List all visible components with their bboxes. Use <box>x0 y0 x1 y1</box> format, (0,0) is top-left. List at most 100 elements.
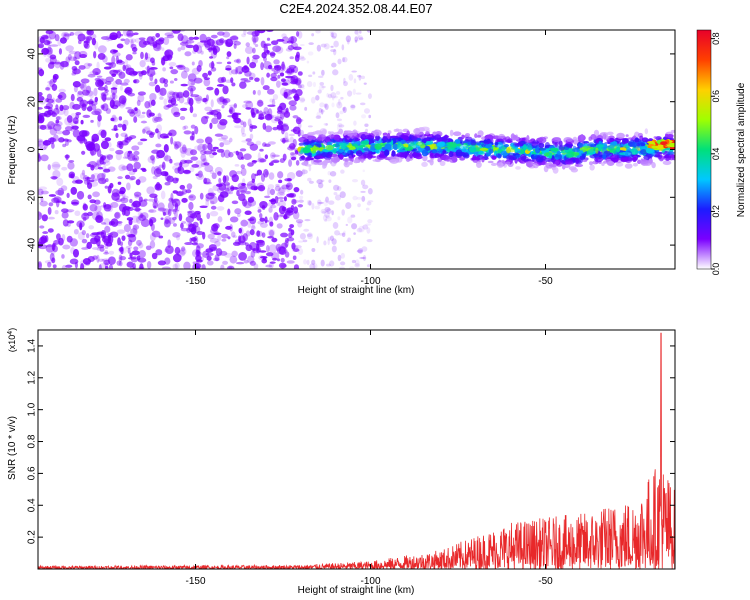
heatmap-cell <box>189 149 198 156</box>
heatmap-cell <box>281 61 285 71</box>
heatmap-cell <box>119 33 124 37</box>
heatmap-cell <box>522 144 527 151</box>
heatmap-cell <box>337 122 343 128</box>
heatmap-cell <box>183 125 189 130</box>
heatmap-cell <box>349 103 356 110</box>
heatmap-cell <box>181 197 188 203</box>
heatmap-cell <box>66 192 70 198</box>
heatmap-cell <box>485 152 491 157</box>
heatmap-cell <box>610 148 617 154</box>
heatmap-cell <box>80 78 90 84</box>
heatmap-cell <box>179 146 188 154</box>
heatmap-cell <box>391 150 396 157</box>
heatmap-cell <box>321 211 327 214</box>
heatmap-cell <box>448 151 454 158</box>
heatmap-cell <box>120 197 129 204</box>
heatmap-cell <box>226 61 232 65</box>
heatmap-cell <box>172 263 178 269</box>
heatmap-cell <box>280 264 288 268</box>
heatmap-cell <box>170 97 177 106</box>
heatmap-cell <box>272 94 279 100</box>
heatmap-cell <box>271 252 280 260</box>
heatmap-cell <box>132 225 138 234</box>
heatmap-cell <box>63 32 70 41</box>
heatmap-cell <box>264 219 270 223</box>
figure-title: C2E4.2024.352.08.44.E07 <box>279 1 433 16</box>
heatmap-cell <box>299 55 305 59</box>
heatmap-cell <box>238 227 243 234</box>
heatmap-cell <box>133 246 139 251</box>
heatmap-cell <box>236 58 241 64</box>
heatmap-cell <box>616 146 621 153</box>
heatmap-cell <box>118 190 125 195</box>
heatmap-cell <box>105 62 113 66</box>
heatmap-cell <box>338 98 341 106</box>
heatmap-cell <box>90 174 95 180</box>
heatmap-cell <box>292 199 300 203</box>
heatmap-cell <box>72 129 80 138</box>
heatmap-cell <box>150 99 156 106</box>
heatmap-cell <box>45 57 52 63</box>
heatmap-cell <box>244 46 254 55</box>
heatmap-cell <box>515 166 521 170</box>
y-tick-label: -20 <box>27 190 38 205</box>
heatmap-cell <box>413 128 421 135</box>
heatmap-cell <box>354 259 360 267</box>
heatmap-cell <box>437 158 442 163</box>
heatmap-cell <box>451 156 458 163</box>
heatmap-cell <box>300 189 304 195</box>
heatmap-cell <box>284 237 289 244</box>
heatmap-cell <box>111 55 116 65</box>
heatmap-cell <box>290 229 295 236</box>
heatmap-cell <box>627 137 635 140</box>
heatmap-cell <box>638 140 645 146</box>
heatmap-cell <box>308 180 314 184</box>
heatmap-cell <box>357 74 362 78</box>
heatmap-cell <box>309 263 316 269</box>
heatmap-cell <box>217 234 222 242</box>
heatmap-cell <box>216 206 225 211</box>
heatmap-cell <box>68 56 77 62</box>
heatmap-cell <box>45 30 54 35</box>
heatmap-cell <box>100 104 105 109</box>
heatmap-cell <box>115 152 122 161</box>
heatmap-cell <box>222 31 231 38</box>
heatmap-cell <box>163 135 170 139</box>
heatmap-cell <box>116 69 123 76</box>
heatmap-cell <box>205 116 210 119</box>
heatmap-cell <box>38 114 45 124</box>
heatmap-cell <box>96 61 100 70</box>
heatmap-cell <box>110 87 118 90</box>
heatmap-cell <box>491 155 497 160</box>
heatmap-cell <box>38 154 42 163</box>
heatmap-cell <box>351 179 359 183</box>
heatmap-cell <box>552 166 559 174</box>
heatmap-cell <box>135 179 141 186</box>
heatmap-cell <box>135 216 142 224</box>
heatmap-cell <box>271 154 280 158</box>
heatmap-cell <box>289 142 296 150</box>
heatmap-cell <box>200 115 209 125</box>
heatmap-cell <box>231 231 236 238</box>
heatmap-cell <box>215 39 224 46</box>
heatmap-cell <box>338 128 344 135</box>
heatmap-cell <box>331 102 335 108</box>
heatmap-cell <box>306 81 313 88</box>
heatmap-cell <box>364 123 369 127</box>
heatmap-cell <box>184 51 192 57</box>
heatmap-cell <box>317 136 323 142</box>
heatmap-cell <box>281 123 289 127</box>
heatmap-cell <box>532 163 539 169</box>
heatmap-cell <box>234 67 238 75</box>
heatmap-cell <box>526 135 530 142</box>
heatmap-cell <box>259 217 265 222</box>
heatmap-cell <box>130 39 134 48</box>
heatmap-cell <box>158 164 165 168</box>
heatmap-cell <box>353 120 357 126</box>
heatmap-cell <box>444 134 448 140</box>
heatmap-cell <box>589 161 593 166</box>
heatmap-cell <box>43 39 51 46</box>
heatmap-cell <box>257 89 262 96</box>
heatmap-cell <box>104 225 111 233</box>
